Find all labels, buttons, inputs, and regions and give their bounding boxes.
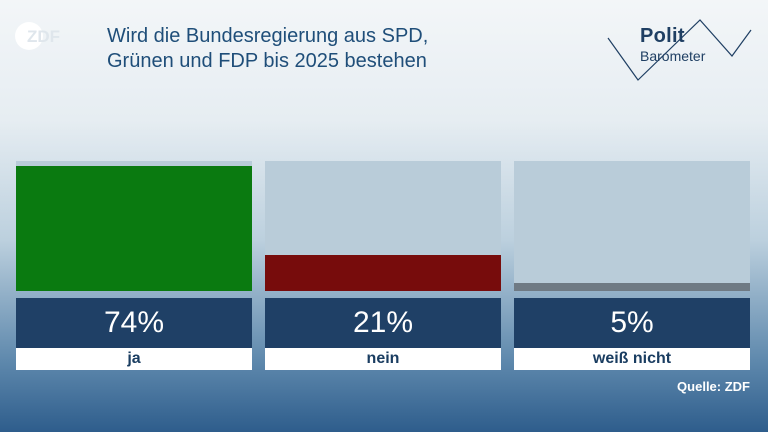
logo-word-barometer: Barometer (640, 48, 706, 64)
bar-1 (265, 255, 501, 291)
source-note: Quelle: ZDF (677, 379, 750, 394)
data-label-1: 21% (265, 298, 501, 348)
title-line-2: Grünen und FDP bis 2025 bestehen (107, 50, 427, 72)
bar-background (514, 161, 750, 291)
category-label-0: ja (16, 348, 252, 370)
title-line-1: Wird die Bundesregierung aus SPD, (107, 25, 429, 47)
category-label-1: nein (265, 348, 501, 370)
logo-word-polit: Polit (640, 25, 685, 47)
category-label-2: weiß nicht (514, 348, 750, 370)
chart-title: Wird die Bundesregierung aus SPD, Grünen… (107, 24, 577, 74)
zdf-logo: ZDF (15, 22, 60, 50)
data-label-0: 74% (16, 298, 252, 348)
data-label-2: 5% (514, 298, 750, 348)
bar-2 (514, 283, 750, 291)
bar-0 (16, 166, 252, 291)
politbarometer-logo (607, 19, 752, 81)
zdf-logo-text: ZDF (27, 27, 60, 46)
